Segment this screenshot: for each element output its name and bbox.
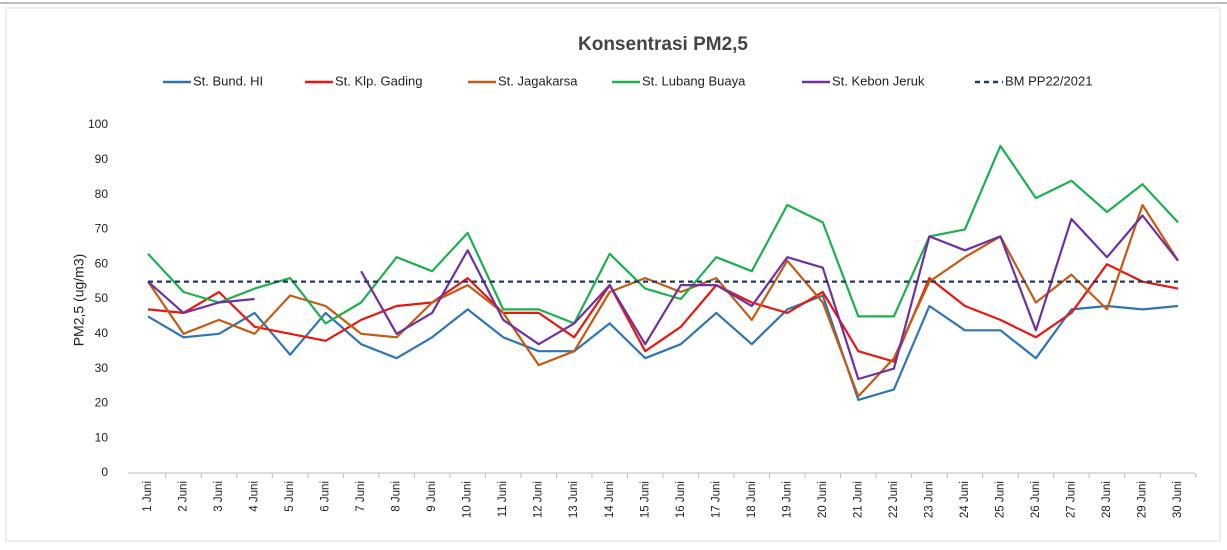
x-tick-label: 10 Juni (462, 481, 474, 518)
series-line (147, 203, 1179, 398)
legend-label: St. Klp. Gading (335, 73, 422, 88)
x-tick-label: 1 Juni (142, 481, 154, 512)
y-tick-label: 60 (95, 256, 109, 270)
x-tick-label: 23 Juni (923, 481, 935, 518)
x-tick-label: 25 Juni (994, 481, 1006, 518)
y-tick-label: 70 (95, 222, 109, 236)
x-tick-label: 19 Juni (781, 481, 793, 518)
series-line (147, 294, 1179, 401)
x-tick-label: 9 Juni (426, 481, 438, 512)
x-tick-label: 3 Juni (213, 481, 225, 512)
x-tick-label: 16 Juni (675, 481, 687, 518)
legend-label: St. Lubang Buaya (642, 73, 746, 88)
x-tick-label: 27 Juni (1065, 481, 1077, 518)
x-tick-label: 12 Juni (533, 481, 545, 518)
x-tick-label: 11 Juni (497, 481, 509, 517)
y-tick-label: 0 (101, 465, 108, 479)
y-tick-label: 50 (95, 291, 109, 305)
legend-label: BM PP22/2021 (1005, 73, 1092, 88)
x-tick-label: 5 Juni (284, 481, 296, 512)
y-tick-label: 80 (95, 187, 109, 201)
series-line (147, 263, 1179, 363)
y-tick-label: 30 (95, 361, 109, 375)
x-tick-label: 26 Juni (1030, 481, 1042, 518)
y-tick-label: 10 (95, 430, 109, 444)
series-line (147, 144, 1179, 325)
x-tick-label: 18 Juni (746, 481, 758, 518)
x-tick-label: 20 Juni (817, 481, 829, 518)
chart-title: Konsentrasi PM2,5 (578, 34, 748, 55)
x-tick-label: 28 Juni (1101, 481, 1113, 518)
legend-label: St. Kebon Jeruk (832, 73, 925, 88)
x-tick-label: 15 Juni (639, 481, 651, 518)
x-tick-label: 7 Juni (355, 481, 367, 512)
x-tick-label: 8 Juni (391, 481, 403, 512)
x-tick-label: 6 Juni (320, 481, 332, 512)
y-tick-label: 20 (95, 396, 109, 410)
y-axis-label: PM2,5 (ug/m3) (71, 254, 87, 347)
y-tick-label: 40 (95, 326, 109, 340)
legend-label: St. Bund. HI (193, 73, 263, 88)
y-tick-label: 90 (95, 152, 109, 166)
x-tick-label: 24 Juni (959, 481, 971, 518)
x-tick-label: 30 Juni (1172, 481, 1184, 518)
x-tick-label: 21 Juni (852, 481, 864, 518)
x-tick-label: 4 Juni (249, 481, 261, 512)
x-tick-label: 14 Juni (604, 481, 616, 518)
x-tick-label: 13 Juni (568, 481, 580, 518)
x-tick-label: 2 Juni (178, 481, 190, 512)
frame (5, 7, 1221, 542)
x-tick-label: 29 Juni (1137, 481, 1149, 518)
x-tick-label: 22 Juni (888, 481, 900, 518)
legend-label: St. Jagakarsa (498, 73, 578, 88)
x-tick-label: 17 Juni (710, 481, 722, 518)
y-tick-label: 100 (88, 117, 108, 131)
